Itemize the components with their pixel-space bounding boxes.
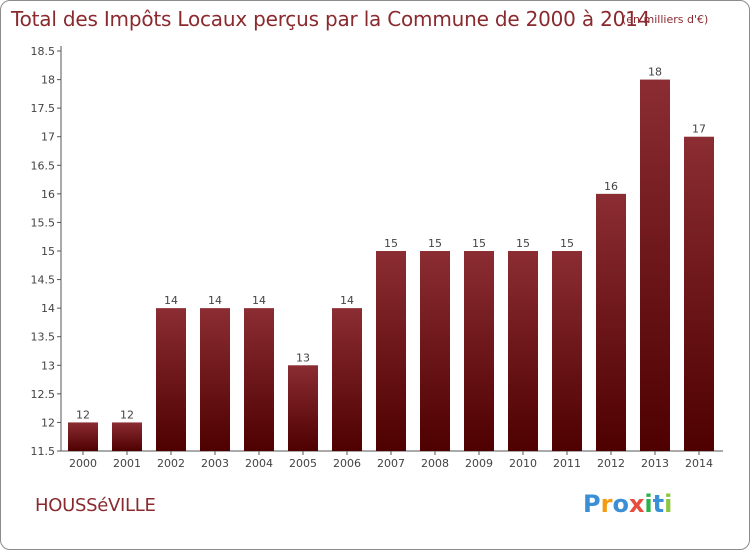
logo-letter: r — [600, 490, 613, 518]
data-label: 17 — [692, 123, 706, 136]
y-tick-label: 18 — [41, 74, 55, 87]
y-tick-label: 14 — [41, 302, 55, 315]
chart-title: Total des Impôts Locaux perçus par la Co… — [11, 7, 651, 31]
data-label: 15 — [428, 237, 442, 250]
y-tick-label: 15 — [41, 245, 55, 258]
bar — [376, 251, 406, 451]
logo-letter: P — [583, 490, 601, 518]
bar — [156, 308, 186, 451]
x-tick-label: 2014 — [685, 457, 713, 470]
x-tick-label: 2001 — [113, 457, 141, 470]
bar — [200, 308, 230, 451]
bar — [244, 308, 274, 451]
data-label: 14 — [164, 294, 178, 307]
data-label: 12 — [76, 408, 90, 421]
logo-letter: o — [612, 490, 629, 518]
bar — [596, 193, 626, 451]
x-tick-label: 2000 — [69, 457, 97, 470]
x-tick-label: 2005 — [289, 457, 317, 470]
bar — [288, 365, 318, 451]
data-label: 14 — [208, 294, 222, 307]
x-tick-label: 2010 — [509, 457, 537, 470]
x-tick-label: 2004 — [245, 457, 273, 470]
logo-letter: i — [664, 490, 673, 518]
y-tick-label: 17 — [41, 131, 55, 144]
logo-letter: i — [644, 490, 653, 518]
bar — [112, 422, 142, 451]
y-tick-label: 12.5 — [31, 388, 56, 401]
y-tick-label: 14.5 — [31, 274, 56, 287]
data-label: 14 — [252, 294, 266, 307]
proxiti-logo: Proxiti — [583, 490, 672, 518]
x-tick-label: 2013 — [641, 457, 669, 470]
x-tick-label: 2007 — [377, 457, 405, 470]
logo-letter: x — [628, 490, 645, 518]
data-label: 15 — [560, 237, 574, 250]
data-label: 15 — [472, 237, 486, 250]
data-label: 13 — [296, 351, 310, 364]
bar — [684, 136, 714, 451]
y-tick-label: 16 — [41, 188, 55, 201]
bar — [508, 251, 538, 451]
bar — [68, 422, 98, 451]
bar — [420, 251, 450, 451]
data-label: 15 — [516, 237, 530, 250]
data-label: 16 — [604, 180, 618, 193]
x-tick-label: 2008 — [421, 457, 449, 470]
y-tick-label: 16.5 — [31, 159, 56, 172]
x-tick-label: 2003 — [201, 457, 229, 470]
y-tick-label: 18.5 — [31, 45, 56, 58]
x-tick-label: 2012 — [597, 457, 625, 470]
bar — [332, 308, 362, 451]
chart-subtitle: (en milliers d'€) — [622, 13, 709, 26]
bar — [552, 251, 582, 451]
data-label: 12 — [120, 408, 134, 421]
y-tick-label: 15.5 — [31, 216, 56, 229]
data-label: 18 — [648, 66, 662, 79]
y-tick-label: 17.5 — [31, 102, 56, 115]
y-tick-label: 11.5 — [31, 445, 56, 458]
x-tick-label: 2011 — [553, 457, 581, 470]
y-tick-label: 13.5 — [31, 331, 56, 344]
commune-name: HOUSSéVILLE — [35, 495, 156, 516]
logo-letter: t — [652, 490, 665, 518]
x-tick-label: 2006 — [333, 457, 361, 470]
bar — [464, 251, 494, 451]
x-tick-label: 2009 — [465, 457, 493, 470]
y-tick-label: 13 — [41, 359, 55, 372]
bar — [640, 79, 670, 452]
y-tick-label: 12 — [41, 416, 55, 429]
data-label: 15 — [384, 237, 398, 250]
x-tick-label: 2002 — [157, 457, 185, 470]
data-label: 14 — [340, 294, 354, 307]
